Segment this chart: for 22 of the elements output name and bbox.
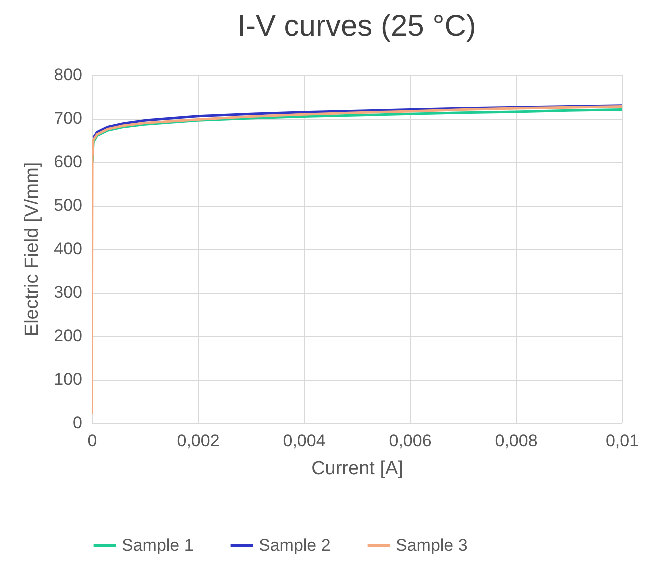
- y-tick-label: 500: [54, 196, 82, 215]
- y-tick-label: 300: [54, 283, 82, 302]
- x-tick-label: 0,004: [283, 432, 326, 450]
- chart-title: I-V curves (25 °C): [238, 10, 476, 43]
- y-tick-label: 400: [54, 240, 82, 258]
- y-tick-label: 200: [54, 326, 82, 346]
- x-axis-title: Current [A]: [312, 458, 404, 480]
- legend-label: Sample 2: [259, 536, 331, 555]
- y-tick-label: 0: [73, 414, 82, 432]
- y-tick-label: 700: [54, 109, 82, 128]
- x-tick-label: 0: [88, 432, 98, 450]
- line-series: [92, 106, 622, 416]
- y-tick-label: 100: [54, 370, 82, 389]
- x-tick-label: 0,008: [495, 432, 538, 450]
- y-axis-title: Electric Field [V/mm]: [22, 162, 44, 337]
- x-tick-label: 0,01: [606, 432, 640, 450]
- legend-label: Sample 3: [396, 536, 468, 555]
- y-tick-label: 600: [54, 152, 82, 172]
- legend-label: Sample 1: [122, 536, 194, 555]
- x-tick-label: 0,006: [389, 432, 432, 450]
- y-tick-label: 800: [54, 66, 82, 84]
- x-tick-label: 0,002: [177, 432, 220, 450]
